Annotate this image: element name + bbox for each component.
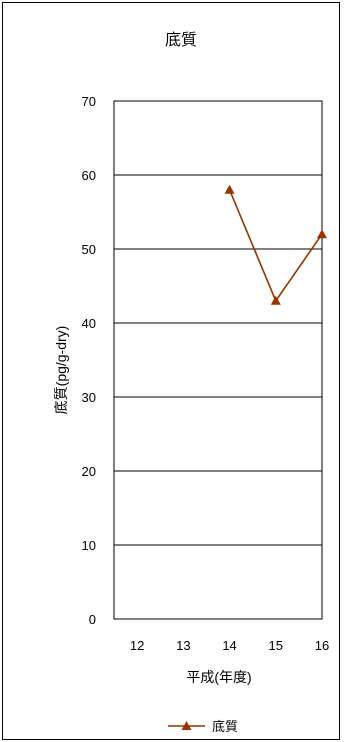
legend-marker-triangle-icon [181, 721, 192, 730]
chart-frame [2, 2, 340, 740]
y-tick-label: 50 [82, 242, 96, 257]
y-axis-ticks: 0 10 20 30 40 50 60 70 [82, 94, 96, 627]
x-tick-label: 14 [222, 638, 236, 653]
legend: 底質 [168, 719, 238, 734]
y-tick-label: 10 [82, 538, 96, 553]
x-axis-ticks: 12 13 14 15 16 [130, 638, 329, 653]
series-group [224, 184, 327, 305]
y-tick-label: 60 [82, 168, 96, 183]
data-point-triangle [270, 295, 281, 305]
series-line [228, 189, 323, 303]
y-tick-label: 20 [82, 464, 96, 479]
x-tick-label: 13 [176, 638, 190, 653]
plot-area [113, 100, 323, 620]
data-point-triangle [224, 184, 235, 194]
data-point-triangle [317, 229, 327, 239]
chart-title: 底質 [165, 31, 197, 49]
y-tick-label: 30 [82, 390, 96, 405]
x-tick-label: 16 [315, 638, 329, 653]
y-axis-label: 底質(pg/g-dry) [53, 326, 69, 415]
gridlines [114, 174, 322, 546]
y-tick-label: 0 [89, 612, 96, 627]
x-axis-label: 平成(年度) [186, 669, 251, 685]
y-tick-label: 70 [82, 94, 96, 109]
legend-label: 底質 [212, 719, 238, 734]
x-tick-label: 12 [130, 638, 144, 653]
x-tick-label: 15 [269, 638, 283, 653]
y-tick-label: 40 [82, 316, 96, 331]
